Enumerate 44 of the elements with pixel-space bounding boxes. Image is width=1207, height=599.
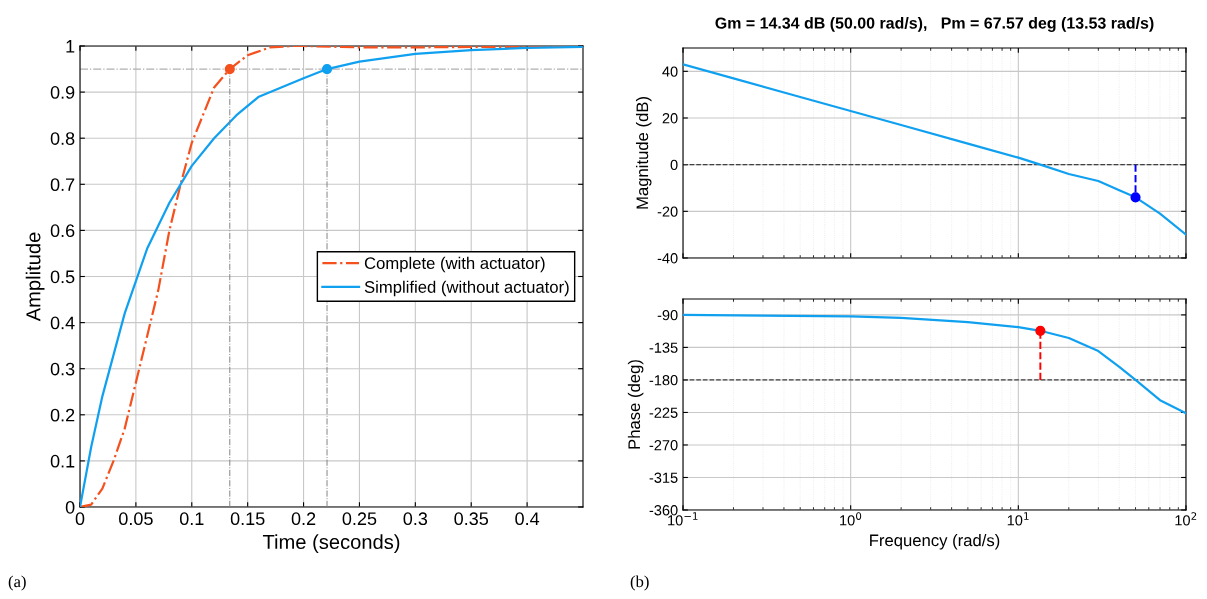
x-tick-label: 0.2	[291, 512, 316, 526]
legend-label: Complete (with actuator)	[364, 256, 545, 273]
y-tick-label: 0.2	[50, 408, 75, 422]
x-tick-label: 10$^{1}$	[1007, 512, 1029, 526]
x-tick-label: 0.4	[515, 512, 540, 526]
y-axis-title: Phase (deg)	[627, 360, 644, 449]
y-tick-label: -225	[649, 407, 678, 418]
y-tick-label: 0.9	[50, 86, 75, 99]
y-tick-label: -20	[657, 206, 678, 217]
y-tick-label: 0.4	[50, 316, 75, 330]
y-tick-label: 0.8	[50, 132, 75, 145]
y-tick-label: 0	[670, 159, 678, 171]
x-tick-label: 0.3	[403, 512, 428, 526]
y-tick-label: -180	[649, 375, 678, 386]
x-tick-label: 0.05	[119, 512, 153, 526]
y-tick-label: 1	[66, 40, 75, 53]
y-tick-label: 20	[662, 113, 678, 124]
x-tick-label: 10$^{2}$	[1175, 512, 1197, 526]
x-tick-label: 0.35	[454, 512, 489, 526]
y-tick-label: -270	[649, 440, 678, 451]
y-axis-title: Magnitude (dB)	[635, 97, 652, 209]
text: (b)	[630, 575, 649, 591]
x-axis-title: Time (seconds)	[262, 534, 400, 554]
y-tick-label: 0.5	[50, 270, 75, 284]
y-tick-label: 0.1	[50, 454, 75, 468]
x-tick-label: 0.15	[230, 512, 265, 526]
x-tick-label: 0.25	[342, 512, 377, 526]
y-axis-title: Amplitude	[25, 232, 45, 322]
legend-label: Simplified (without actuator)	[364, 280, 569, 297]
y-tick-label: 0.6	[50, 224, 75, 238]
text: (a)	[8, 575, 26, 591]
y-tick-label: -90	[657, 310, 678, 321]
chart-title: Gm = 14.34 dB (50.00 rad/s), Pm = 67.57 deg (13.53 rad/s)	[715, 16, 1154, 32]
y-tick-label: 0.3	[50, 362, 75, 376]
x-tick-label: 0.1	[179, 512, 204, 526]
y-tick-label: 40	[662, 66, 678, 77]
x-tick-label: 0	[75, 512, 85, 526]
y-tick-label: -135	[649, 342, 678, 353]
y-tick-label: -315	[649, 472, 678, 483]
y-tick-label: 0	[65, 500, 75, 514]
x-axis-title: Frequency (rad/s)	[870, 534, 1000, 550]
y-tick-label: 0.7	[50, 178, 75, 192]
x-tick-label: 10$^{0}$	[840, 512, 862, 526]
y-tick-label: -40	[657, 253, 678, 264]
